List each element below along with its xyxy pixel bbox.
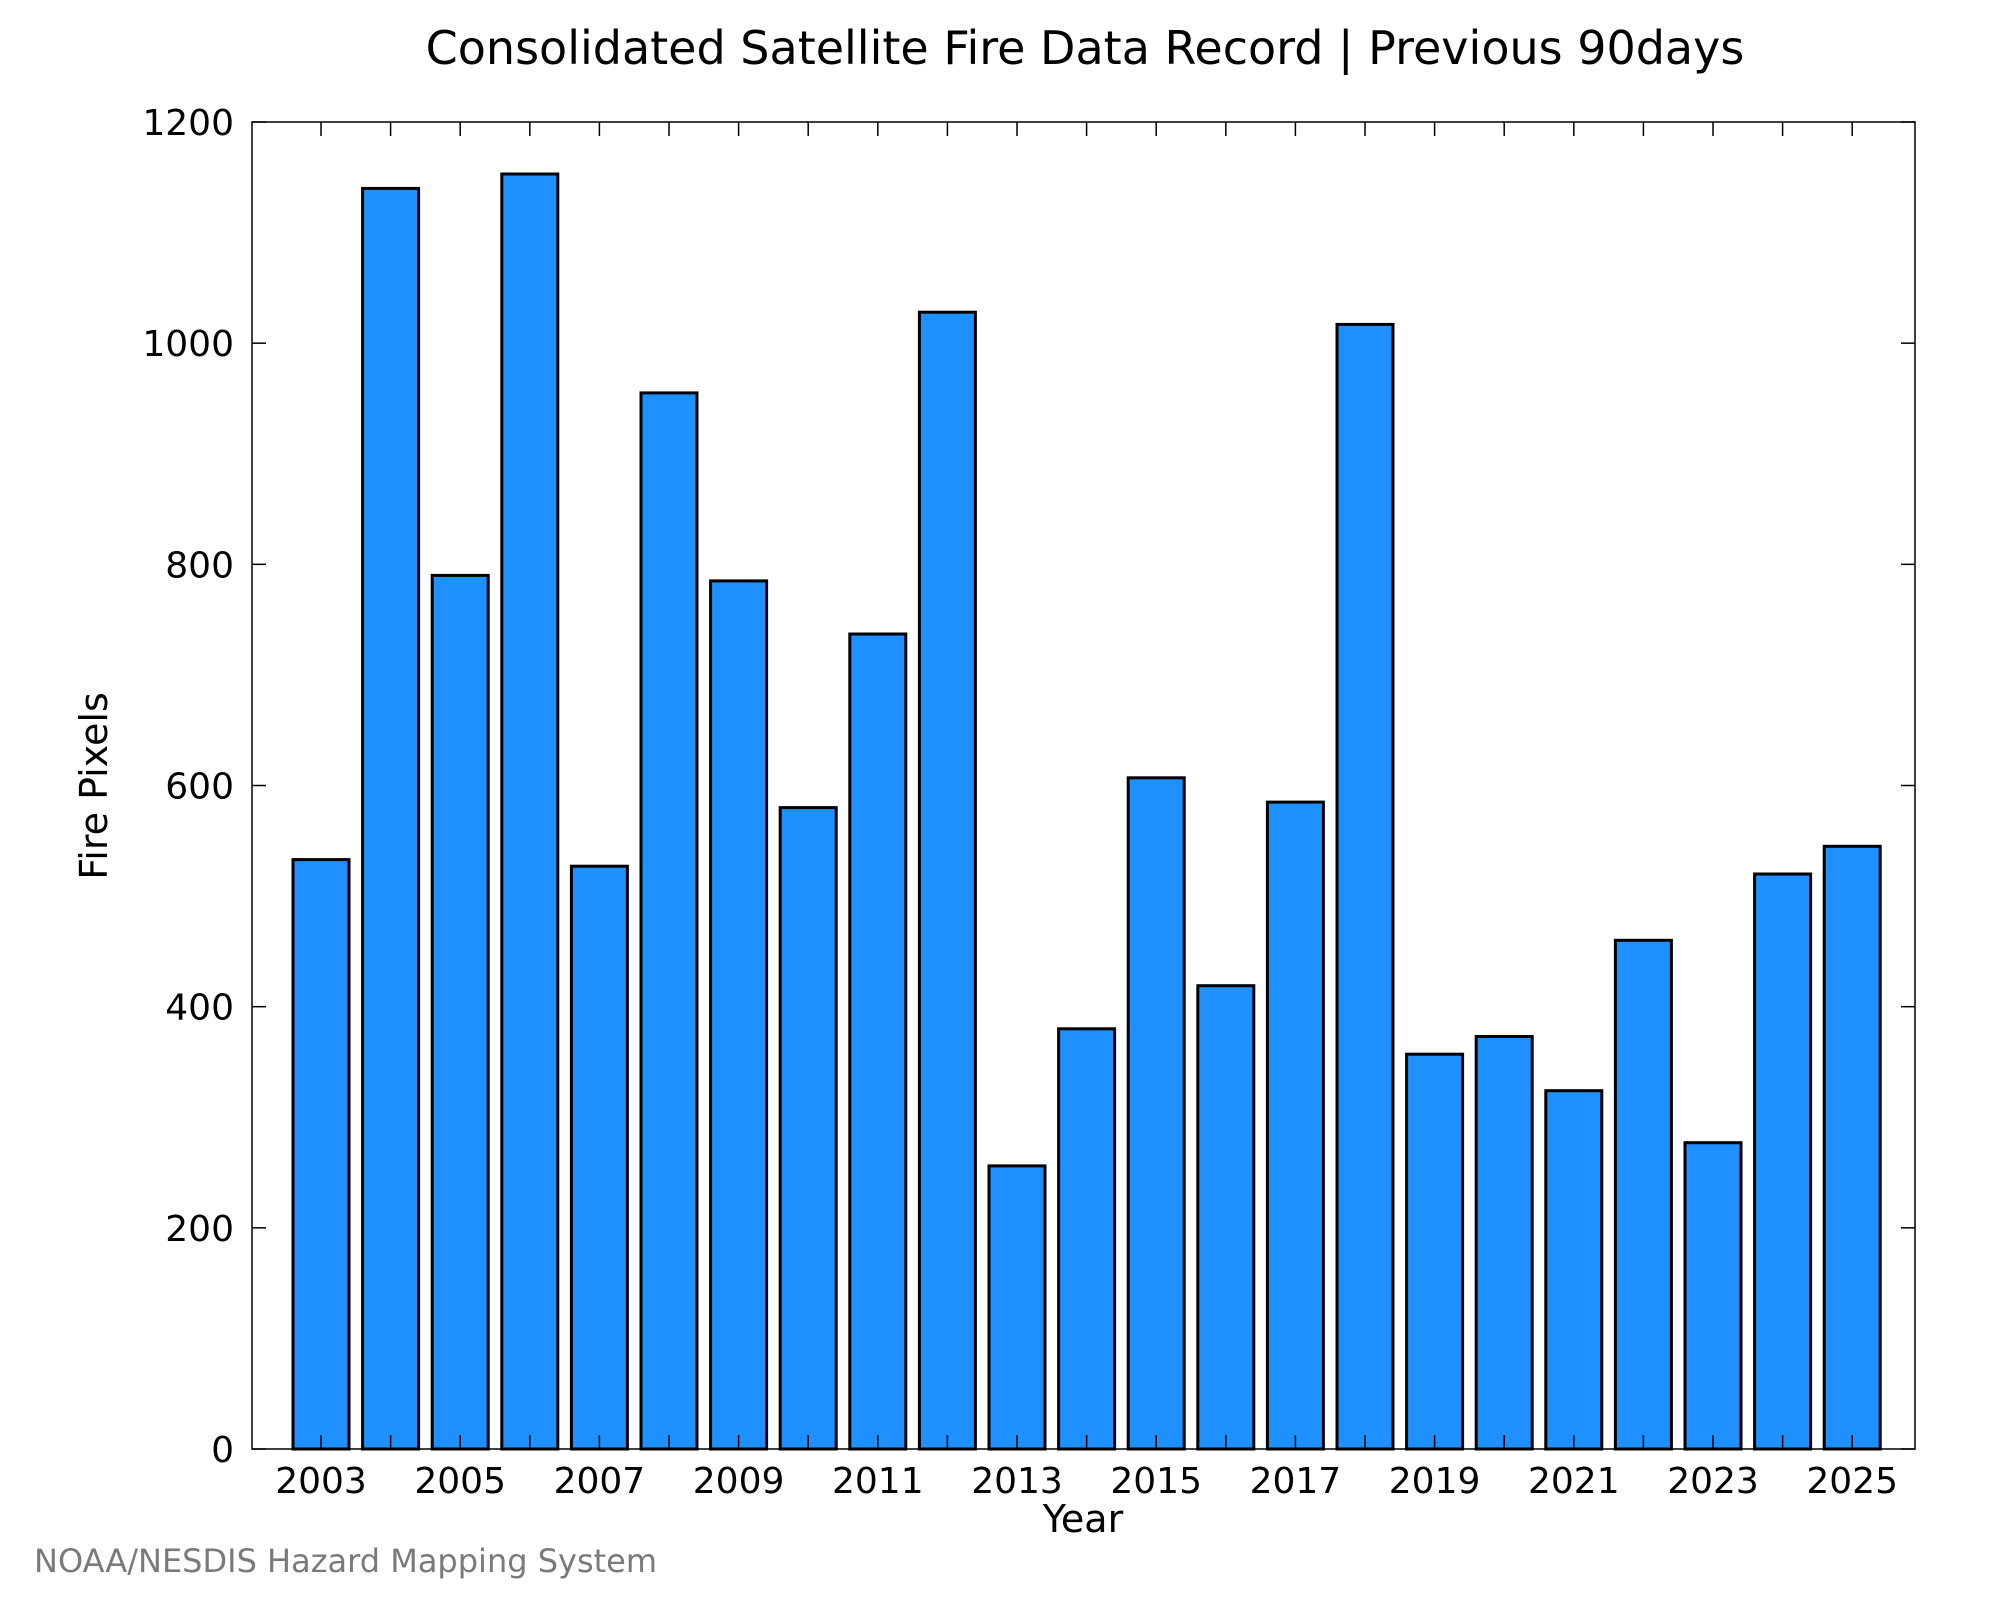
bar-2017 [1265,800,1325,1451]
x-tick-label-2025: 2025 [1806,1461,1898,1502]
bar-2013 [987,1164,1047,1451]
x-tick-label-2013: 2013 [971,1461,1063,1502]
bar-2004 [361,186,421,1451]
x-tick-label-2007: 2007 [554,1461,646,1502]
y-tick-label-0: 0 [211,1430,234,1471]
x-tick-label-2005: 2005 [414,1461,506,1502]
bar-2006 [500,172,560,1451]
y-tick-label-800: 800 [165,545,234,586]
y-tick-label-1200: 1200 [142,103,234,144]
x-axis-label: Year [1042,1497,1124,1541]
bar-2008 [639,391,699,1451]
bar-2010 [778,806,838,1451]
x-tick-label-2011: 2011 [832,1461,924,1502]
bar-2011 [848,632,908,1451]
x-tick-label-2023: 2023 [1667,1461,1759,1502]
y-tick-label-600: 600 [165,767,234,808]
bar-2014 [1057,1027,1117,1451]
x-tick-label-2015: 2015 [1110,1461,1202,1502]
chart-title: Consolidated Satellite Fire Data Record … [426,21,1745,76]
y-tick-label-200: 200 [165,1209,234,1250]
x-tick-label-2021: 2021 [1528,1461,1620,1502]
x-tick-label-2009: 2009 [693,1461,785,1502]
bar-2007 [569,864,629,1451]
x-tick-label-2017: 2017 [1250,1461,1342,1502]
bar-2012 [917,310,977,1451]
bar-2009 [709,579,769,1451]
bar-2019 [1405,1052,1465,1451]
y-tick-label-400: 400 [165,988,234,1029]
plot-frame [251,121,1916,1450]
bar-2024 [1753,872,1813,1451]
bar-2020 [1474,1035,1534,1451]
bar-2021 [1544,1089,1604,1451]
bar-2025 [1822,844,1882,1451]
bar-2018 [1335,322,1395,1451]
credit-text: NOAA/NESDIS Hazard Mapping System [34,1542,657,1580]
ticks-group: 0 200 400 600 800 1000 1200 2003 2005 2007 2009 201… [142,103,1915,1502]
y-tick-label-1000: 1000 [142,324,234,365]
bar-2022 [1613,938,1673,1451]
bars-group [291,172,1882,1451]
x-tick-label-2019: 2019 [1389,1461,1481,1502]
bar-2005 [430,573,490,1451]
y-axis-label: Fire Pixels [72,692,116,880]
x-tick-label-2003: 2003 [275,1461,367,1502]
bar-2023 [1683,1141,1743,1451]
bar-2015 [1126,776,1186,1451]
bar-2003 [291,858,351,1451]
bar-2016 [1196,984,1256,1451]
